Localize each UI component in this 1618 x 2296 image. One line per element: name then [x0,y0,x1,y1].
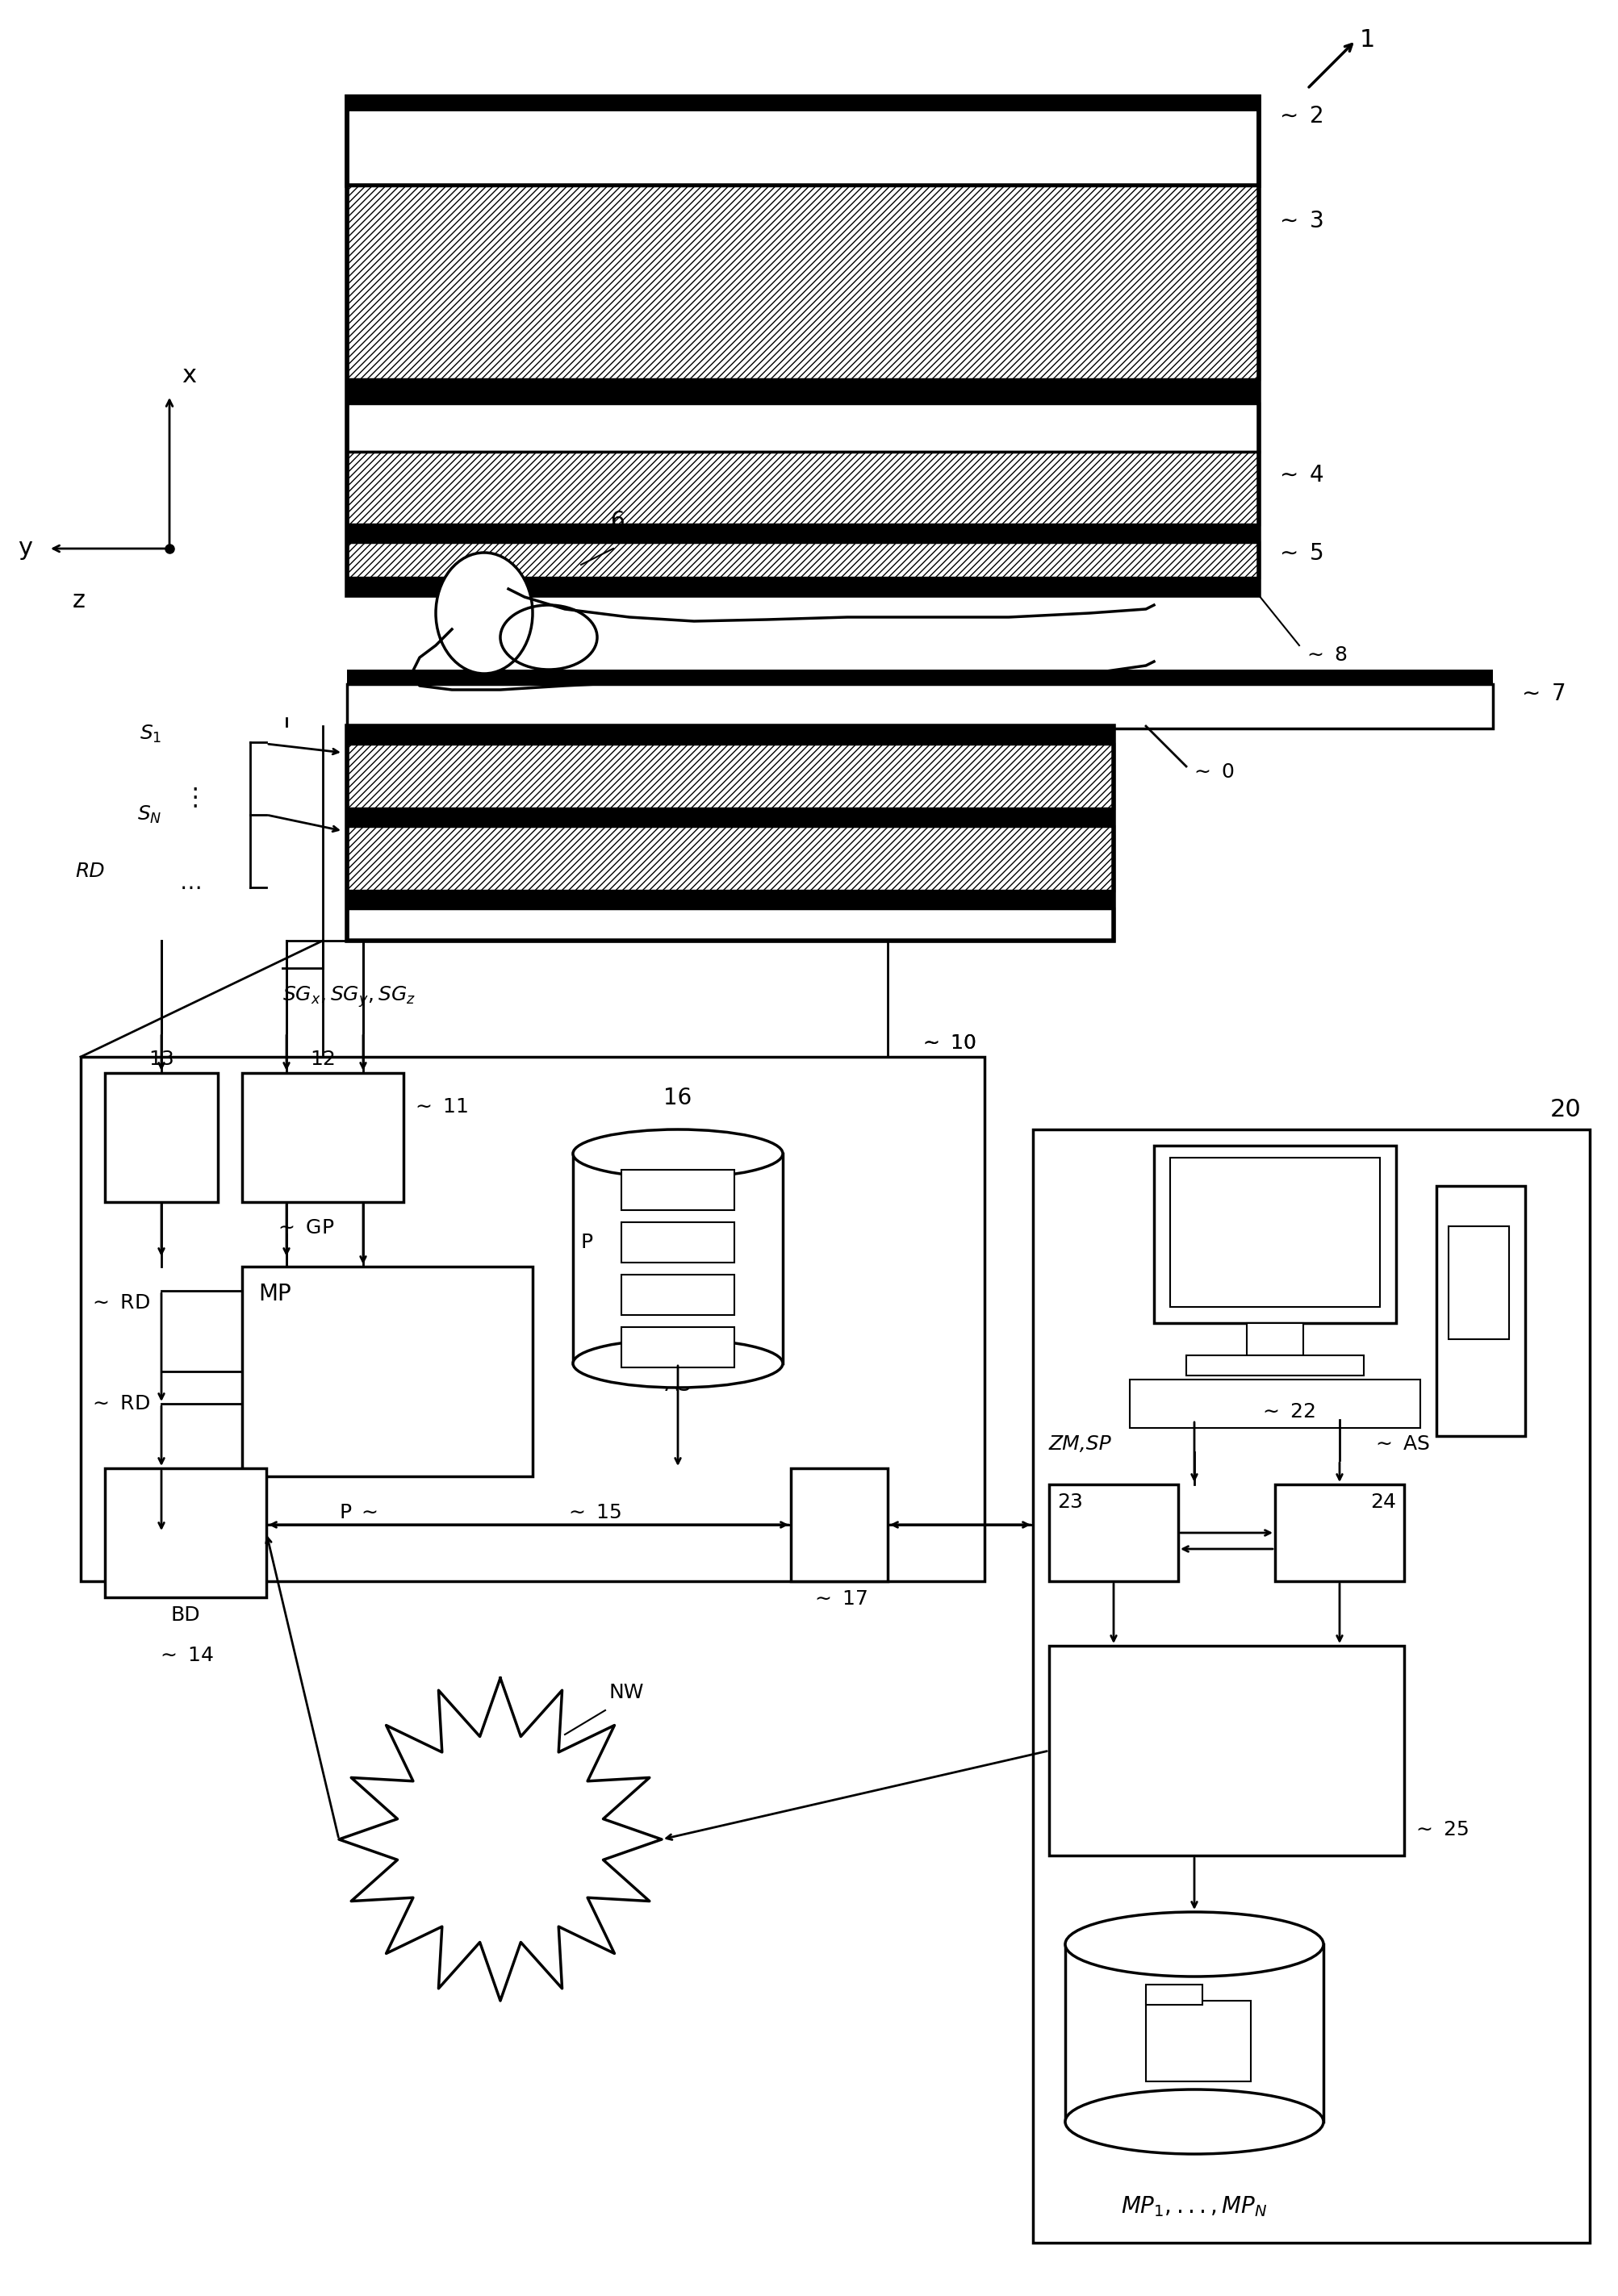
Text: 13: 13 [149,1049,175,1070]
Bar [1170,1157,1379,1306]
Text: $\sim$ 15: $\sim$ 15 [565,1504,621,1522]
Bar [573,1153,783,1364]
Bar [346,404,1259,452]
Text: $\sim$ 5: $\sim$ 5 [1275,542,1324,565]
Text: $\sim$ 10: $\sim$ 10 [919,1033,976,1054]
Text: $\sim$ 3: $\sim$ 3 [1275,209,1324,232]
Text: AS: AS [665,1375,691,1396]
Text: y: y [18,537,32,560]
Bar [1048,1486,1178,1582]
Text: $\sim$ 4: $\sim$ 4 [1275,464,1324,487]
Bar [1275,1486,1403,1582]
Bar [1435,1187,1524,1435]
Ellipse shape [435,553,532,673]
Bar [346,909,1113,941]
Bar [346,827,1113,891]
Bar [346,744,1113,808]
Bar [1146,1984,1202,2004]
Bar [791,1467,887,1582]
Text: $\vdots$: $\vdots$ [181,788,197,810]
Polygon shape [338,1678,662,2000]
Text: 20: 20 [1550,1097,1581,1120]
Text: $\sim$ 8: $\sim$ 8 [1302,645,1346,666]
Bar [346,96,1259,595]
Text: 1: 1 [1359,28,1375,51]
Text: $\sim$ 25: $\sim$ 25 [1411,1821,1468,1839]
Text: 12: 12 [309,1049,335,1070]
Bar [243,1072,403,1203]
Bar [81,1056,984,1582]
Ellipse shape [573,1130,783,1178]
Bar [105,1072,218,1203]
Bar [1448,1226,1508,1339]
Text: $\sim$ 0: $\sim$ 0 [1189,762,1235,781]
Text: NW: NW [443,1812,492,1835]
Bar [346,808,1113,827]
Text: x: x [181,363,196,388]
Text: $\sim$ 7: $\sim$ 7 [1516,682,1565,705]
Text: $\sim$ 17: $\sim$ 17 [811,1589,867,1609]
Bar [1129,1380,1419,1428]
Bar [621,1274,735,1316]
Text: $\sim$ 14: $\sim$ 14 [157,1646,214,1665]
Bar [346,379,1259,404]
Text: $\sim$ AS: $\sim$ AS [1370,1435,1429,1453]
Bar [346,726,1113,744]
Text: $\sim$ GP: $\sim$ GP [273,1219,335,1238]
Ellipse shape [1065,2089,1324,2154]
Bar [346,726,1113,941]
Ellipse shape [573,1339,783,1387]
Bar [1032,1130,1589,2243]
Text: $S_N$: $S_N$ [136,804,162,824]
Bar [1048,1646,1403,1855]
Ellipse shape [1065,1913,1324,1977]
Bar [346,542,1259,579]
Bar [621,1221,735,1263]
Text: $\cdots$: $\cdots$ [180,877,201,898]
Bar [1065,1945,1324,2122]
Bar [621,1169,735,1210]
Text: $MP_1,...,MP_N$: $MP_1,...,MP_N$ [1120,2195,1267,2218]
Text: $\sim$ 2: $\sim$ 2 [1275,106,1322,129]
Text: $SG_x,SG_y,SG_z$: $SG_x,SG_y,SG_z$ [282,985,416,1008]
Text: MP: MP [259,1283,291,1306]
Text: 6: 6 [610,510,625,533]
Bar [243,1267,532,1476]
Text: $\sim$ RD: $\sim$ RD [89,1293,150,1313]
Bar [621,1327,735,1368]
Bar [346,891,1113,909]
Bar [346,452,1259,523]
Bar [346,96,1259,110]
Text: z: z [73,590,86,613]
Text: 16: 16 [663,1086,693,1109]
Text: $\sim$ 10: $\sim$ 10 [919,1033,976,1054]
Bar [1154,1146,1395,1322]
Bar [1246,1322,1302,1355]
Bar [346,186,1259,379]
Bar [346,96,1259,186]
Text: 24: 24 [1369,1492,1395,1511]
Bar [346,684,1492,728]
Bar [1186,1355,1362,1375]
Bar [346,523,1259,542]
Text: $S_1$: $S_1$ [139,723,162,744]
Text: P: P [581,1233,592,1251]
Bar [1146,2000,1251,2082]
Bar [105,1467,267,1598]
Text: $\sim$ 26: $\sim$ 26 [1165,2138,1222,2158]
Bar [346,670,1492,684]
Text: BD: BD [172,1605,201,1626]
Text: $\sim$ 22: $\sim$ 22 [1259,1403,1315,1421]
Text: P $\sim$: P $\sim$ [338,1504,377,1522]
Text: ZM,SP: ZM,SP [1048,1435,1112,1453]
Text: RD: RD [76,861,105,882]
Text: $\sim$ 11: $\sim$ 11 [411,1097,468,1116]
Text: 23: 23 [1057,1492,1082,1511]
Text: NW: NW [608,1683,644,1701]
Text: $\sim$ RD: $\sim$ RD [89,1394,150,1414]
Bar [346,579,1259,595]
